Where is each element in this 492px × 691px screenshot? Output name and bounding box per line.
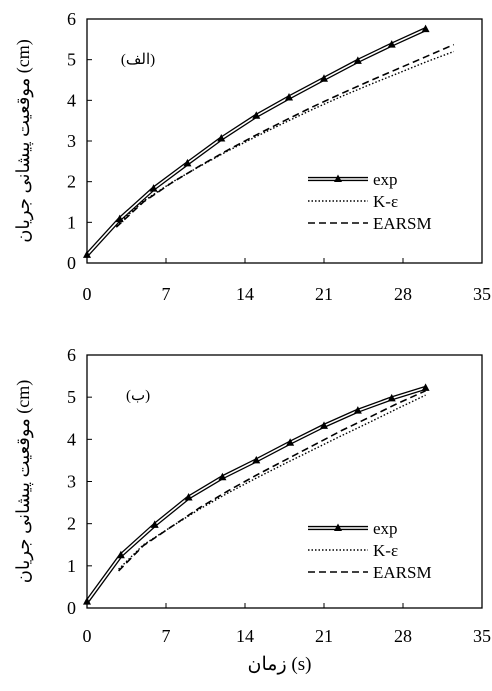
data-point-marker: [150, 520, 159, 528]
panel-label: (الف): [121, 52, 155, 68]
y-tick-label: 2: [67, 172, 76, 192]
x-tick-label: 21: [315, 284, 333, 304]
data-point-marker: [83, 597, 91, 605]
data-point-marker: [183, 158, 192, 167]
y-tick-label: 1: [67, 212, 76, 232]
data-point-marker: [149, 184, 158, 192]
series-earsm-line: [115, 43, 455, 228]
x-tick-label: 28: [394, 626, 412, 646]
legend-exp-marker: [334, 174, 342, 182]
y-tick-label: 1: [67, 556, 76, 576]
x-tick-label: 35: [473, 626, 491, 646]
y-tick-label: 3: [67, 131, 76, 151]
x-tick-label: 21: [315, 626, 333, 646]
data-point-marker: [252, 111, 261, 119]
x-tick-label: 7: [162, 284, 171, 304]
data-point-marker: [83, 250, 91, 258]
x-tick-label: 0: [83, 626, 92, 646]
chart-panel-2: 0 7 14 21 28 35 0 1 2 3 4 5 6 موقعیت پیشانی جریان (cm…: [13, 345, 491, 675]
y-tick-label: 6: [67, 9, 76, 29]
legend-earsm-label: EARSM: [373, 563, 432, 582]
y-tick-label: 5: [67, 50, 76, 70]
data-point-marker: [218, 472, 227, 481]
data-point-marker: [387, 393, 396, 402]
series-k-line: [115, 50, 455, 227]
data-point-marker: [285, 92, 294, 101]
legend-exp-label: exp: [373, 170, 398, 189]
data-point-marker: [116, 550, 125, 559]
y-tick-label: 6: [67, 345, 76, 365]
legend-earsm-label: EARSM: [373, 214, 432, 233]
y-tick-label: 4: [67, 90, 76, 110]
legend-exp-label: exp: [373, 519, 398, 538]
data-point-marker: [387, 40, 396, 48]
y-tick-label: 4: [67, 429, 76, 449]
data-point-marker: [421, 24, 430, 33]
legend-k-label: K-ε: [373, 192, 398, 211]
data-point-marker: [252, 455, 261, 464]
series-group: [83, 383, 430, 605]
x-axis-label: زمان (s): [248, 654, 312, 675]
data-point-marker: [217, 134, 226, 142]
y-tick-label: 3: [67, 472, 76, 492]
data-point-marker: [320, 74, 328, 82]
legend: exp K-ε EARSM: [308, 519, 432, 582]
legend-k-label: K-ε: [373, 541, 398, 560]
x-tick-label: 35: [473, 284, 491, 304]
data-point-marker: [184, 493, 193, 501]
data-point-marker: [353, 406, 362, 414]
legend-exp-marker: [334, 523, 342, 531]
data-point-marker: [286, 438, 295, 446]
series-group: [83, 24, 455, 258]
x-tick-label: 14: [236, 284, 254, 304]
data-point-marker: [320, 421, 328, 429]
y-axis-label: موقعیت پیشانی جریان (cm): [13, 39, 34, 243]
data-point-marker: [421, 383, 430, 391]
x-tick-label: 7: [162, 626, 171, 646]
x-tick-label: 14: [236, 626, 254, 646]
y-tick-label: 0: [67, 598, 76, 618]
y-tick-label: 5: [67, 387, 76, 407]
x-tick-label: 28: [394, 284, 412, 304]
x-tick-label: 0: [83, 284, 92, 304]
series-earsm-line: [118, 390, 426, 572]
chart-panel-1: 0 7 14 21 28 35 0 1 2 3 4 5 6 موقعیت پیشانی جریان (cm…: [13, 9, 491, 304]
y-tick-label: 2: [67, 514, 76, 534]
data-point-marker: [353, 56, 362, 64]
y-axis-label: موقعیت پیشانی جریان (cm): [13, 380, 34, 584]
panel-label: (ب): [126, 388, 150, 404]
legend: exp K-ε EARSM: [308, 170, 432, 233]
y-tick-label: 0: [67, 253, 76, 273]
